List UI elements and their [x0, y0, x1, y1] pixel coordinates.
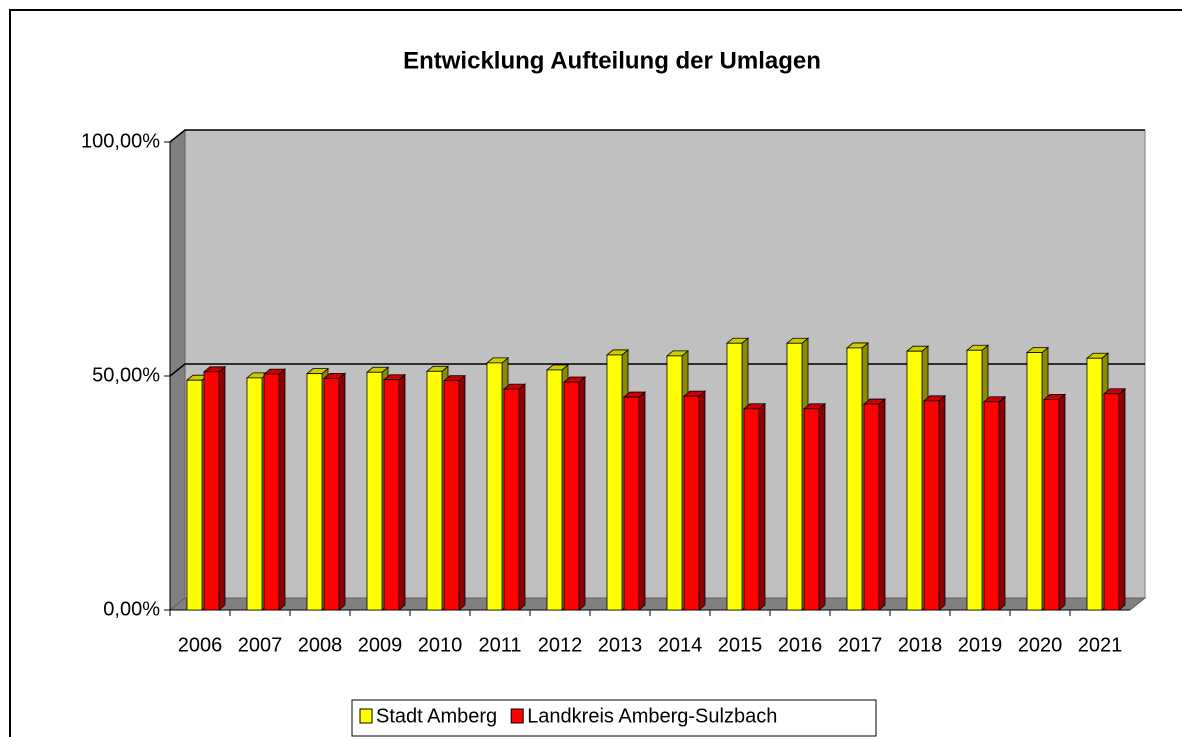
legend-swatch: [359, 708, 373, 724]
bar-side: [998, 395, 1006, 611]
bar-side: [218, 365, 226, 611]
bar-side: [938, 394, 946, 611]
bar: [923, 400, 940, 611]
y-tick-label: 50,00%: [92, 364, 160, 386]
bar: [503, 388, 520, 611]
bar: [786, 342, 803, 611]
x-tick-label: 2019: [958, 634, 1003, 656]
bar: [803, 408, 820, 611]
bar: [683, 395, 700, 611]
bar: [1026, 352, 1043, 611]
x-tick-label: 2018: [898, 634, 943, 656]
x-tick-label: 2016: [778, 634, 823, 656]
bar-side: [638, 391, 646, 611]
x-tick-label: 2020: [1018, 634, 1063, 656]
grid-line: [169, 363, 1145, 377]
bar: [546, 369, 563, 611]
bar-side: [818, 402, 826, 611]
bar: [666, 355, 683, 611]
y-tick-label: 0,00%: [103, 598, 160, 620]
bar: [863, 403, 880, 611]
bar-side: [758, 402, 766, 611]
bar: [563, 381, 580, 611]
bar: [323, 377, 340, 611]
bar: [1103, 393, 1120, 611]
x-tick-label: 2021: [1078, 634, 1123, 656]
bar-side: [518, 383, 526, 611]
chart-title: Entwicklung Aufteilung der Umlagen: [403, 47, 821, 74]
legend-label: Stadt Amberg: [376, 705, 497, 727]
x-tick-label: 2006: [178, 634, 223, 656]
legend: [351, 699, 877, 737]
x-tick-label: 2015: [718, 634, 763, 656]
grid-line: [169, 129, 1145, 143]
bar: [306, 373, 323, 611]
bar-side: [578, 376, 586, 611]
bar: [426, 370, 443, 611]
bar-side: [398, 373, 406, 611]
bar-side: [458, 374, 466, 611]
x-tick-label: 2009: [358, 634, 403, 656]
bar-side: [278, 368, 286, 611]
bar-side: [338, 372, 346, 611]
bar: [606, 354, 623, 611]
x-tick-label: 2014: [658, 634, 703, 656]
bar: [1086, 357, 1103, 611]
x-tick-label: 2013: [598, 634, 643, 656]
bar: [983, 401, 1000, 611]
bar: [966, 349, 983, 611]
bar: [486, 362, 503, 611]
bar: [846, 347, 863, 611]
bar: [443, 380, 460, 611]
x-tick-label: 2007: [238, 634, 283, 656]
x-tick-label: 2012: [538, 634, 583, 656]
bar: [623, 396, 640, 611]
bar: [203, 371, 220, 611]
x-tick-label: 2008: [298, 634, 343, 656]
y-tick-label: 100,00%: [81, 130, 160, 152]
bar: [366, 371, 383, 611]
bar-side: [1118, 387, 1126, 611]
bar: [186, 379, 203, 611]
bar: [906, 350, 923, 611]
bar: [1043, 398, 1060, 611]
legend-label: Landkreis Amberg-Sulzbach: [527, 705, 777, 727]
bar: [263, 373, 280, 611]
bar-side: [1058, 393, 1066, 611]
bar: [383, 379, 400, 611]
bar: [743, 408, 760, 611]
legend-swatch: [510, 708, 524, 724]
x-tick-label: 2010: [418, 634, 463, 656]
bar-side: [698, 390, 706, 611]
x-tick-label: 2011: [478, 634, 521, 656]
bar: [246, 377, 263, 611]
bar: [726, 342, 743, 611]
x-tick-label: 2017: [838, 634, 883, 656]
bar-side: [878, 398, 886, 611]
